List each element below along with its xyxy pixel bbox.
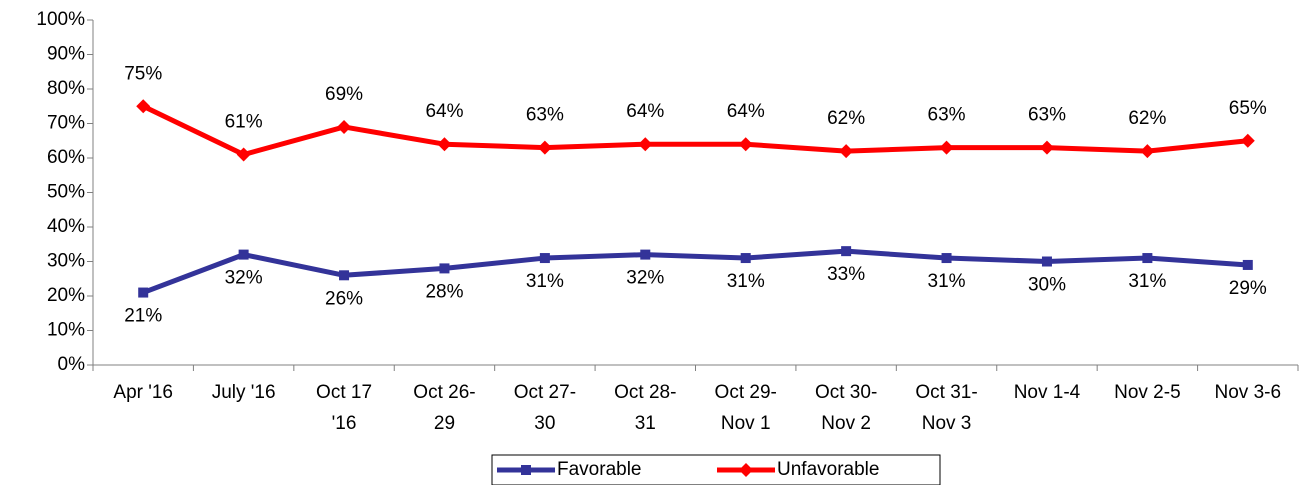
data-point: [1142, 253, 1153, 264]
data-point: [740, 253, 751, 264]
data-label: 28%: [425, 281, 463, 302]
data-label: 63%: [526, 105, 564, 126]
data-point: [138, 287, 149, 298]
x-tick-label: July '16: [212, 382, 276, 403]
y-tick-label: 60%: [47, 147, 85, 168]
data-label: 31%: [727, 271, 765, 292]
y-tick-label: 30%: [47, 251, 85, 272]
y-tick-label: 10%: [47, 320, 85, 341]
data-point: [539, 253, 550, 264]
data-point: [537, 140, 552, 155]
x-tick-label: Oct 27-30: [514, 382, 576, 434]
data-point: [1240, 133, 1255, 148]
x-tick-label: Oct 17'16: [316, 382, 372, 434]
y-tick-label: 100%: [36, 9, 85, 30]
data-label: 31%: [1128, 271, 1166, 292]
data-label: 65%: [1229, 98, 1267, 119]
legend-marker: [521, 465, 531, 475]
data-label: 61%: [225, 112, 263, 133]
data-point: [437, 137, 452, 152]
data-label: 32%: [626, 268, 664, 289]
data-point: [941, 253, 952, 264]
legend-box: [491, 454, 941, 485]
legend-marker: [739, 463, 753, 477]
data-point: [839, 144, 854, 159]
data-label: 31%: [526, 271, 564, 292]
legend-label: Favorable: [557, 459, 642, 480]
x-tick-label: Oct 30-Nov 2: [815, 382, 877, 434]
data-point: [1039, 140, 1054, 155]
data-point: [136, 99, 151, 114]
data-point: [1242, 259, 1253, 270]
data-label: 75%: [124, 63, 162, 84]
x-tick-label: Oct 26-29: [413, 382, 475, 434]
data-label: 63%: [928, 105, 966, 126]
data-point: [238, 249, 249, 260]
data-label: 29%: [1229, 278, 1267, 299]
data-label: 62%: [827, 108, 865, 129]
x-tick-label: Apr '16: [113, 382, 173, 403]
data-point: [1041, 256, 1052, 267]
data-point: [738, 137, 753, 152]
data-label: 64%: [425, 101, 463, 122]
data-label: 32%: [225, 268, 263, 289]
data-point: [236, 147, 251, 162]
y-tick-label: 40%: [47, 216, 85, 237]
data-label: 64%: [727, 101, 765, 122]
data-label: 69%: [325, 84, 363, 105]
y-tick-label: 90%: [47, 44, 85, 65]
series-line: [142, 248, 1248, 295]
series-line: [142, 103, 1249, 158]
data-point: [337, 119, 352, 134]
data-point: [638, 137, 653, 152]
data-point: [939, 140, 954, 155]
data-point: [439, 263, 450, 274]
y-tick-label: 70%: [47, 113, 85, 134]
y-tick-label: 0%: [58, 354, 86, 375]
y-tick-label: 50%: [47, 182, 85, 203]
data-label: 64%: [626, 101, 664, 122]
data-point: [841, 246, 852, 257]
data-label: 21%: [124, 306, 162, 327]
data-label: 62%: [1128, 108, 1166, 129]
data-point: [640, 249, 651, 260]
data-label: 26%: [325, 288, 363, 309]
y-tick-label: 80%: [47, 78, 85, 99]
data-label: 31%: [928, 271, 966, 292]
x-tick-label: Nov 1-4: [1014, 382, 1081, 403]
x-tick-label: Oct 28-31: [614, 382, 676, 434]
x-tick-label: Oct 29-Nov 1: [715, 382, 777, 434]
legend-label: Unfavorable: [777, 459, 879, 480]
y-tick-label: 20%: [47, 285, 85, 306]
data-point: [339, 270, 350, 281]
x-tick-label: Nov 2-5: [1114, 382, 1181, 403]
data-point: [1140, 144, 1155, 159]
data-label: 63%: [1028, 105, 1066, 126]
data-label: 33%: [827, 264, 865, 285]
x-tick-label: Nov 3-6: [1215, 382, 1282, 403]
x-tick-label: Oct 31-Nov 3: [915, 382, 977, 434]
data-label: 30%: [1028, 275, 1066, 296]
